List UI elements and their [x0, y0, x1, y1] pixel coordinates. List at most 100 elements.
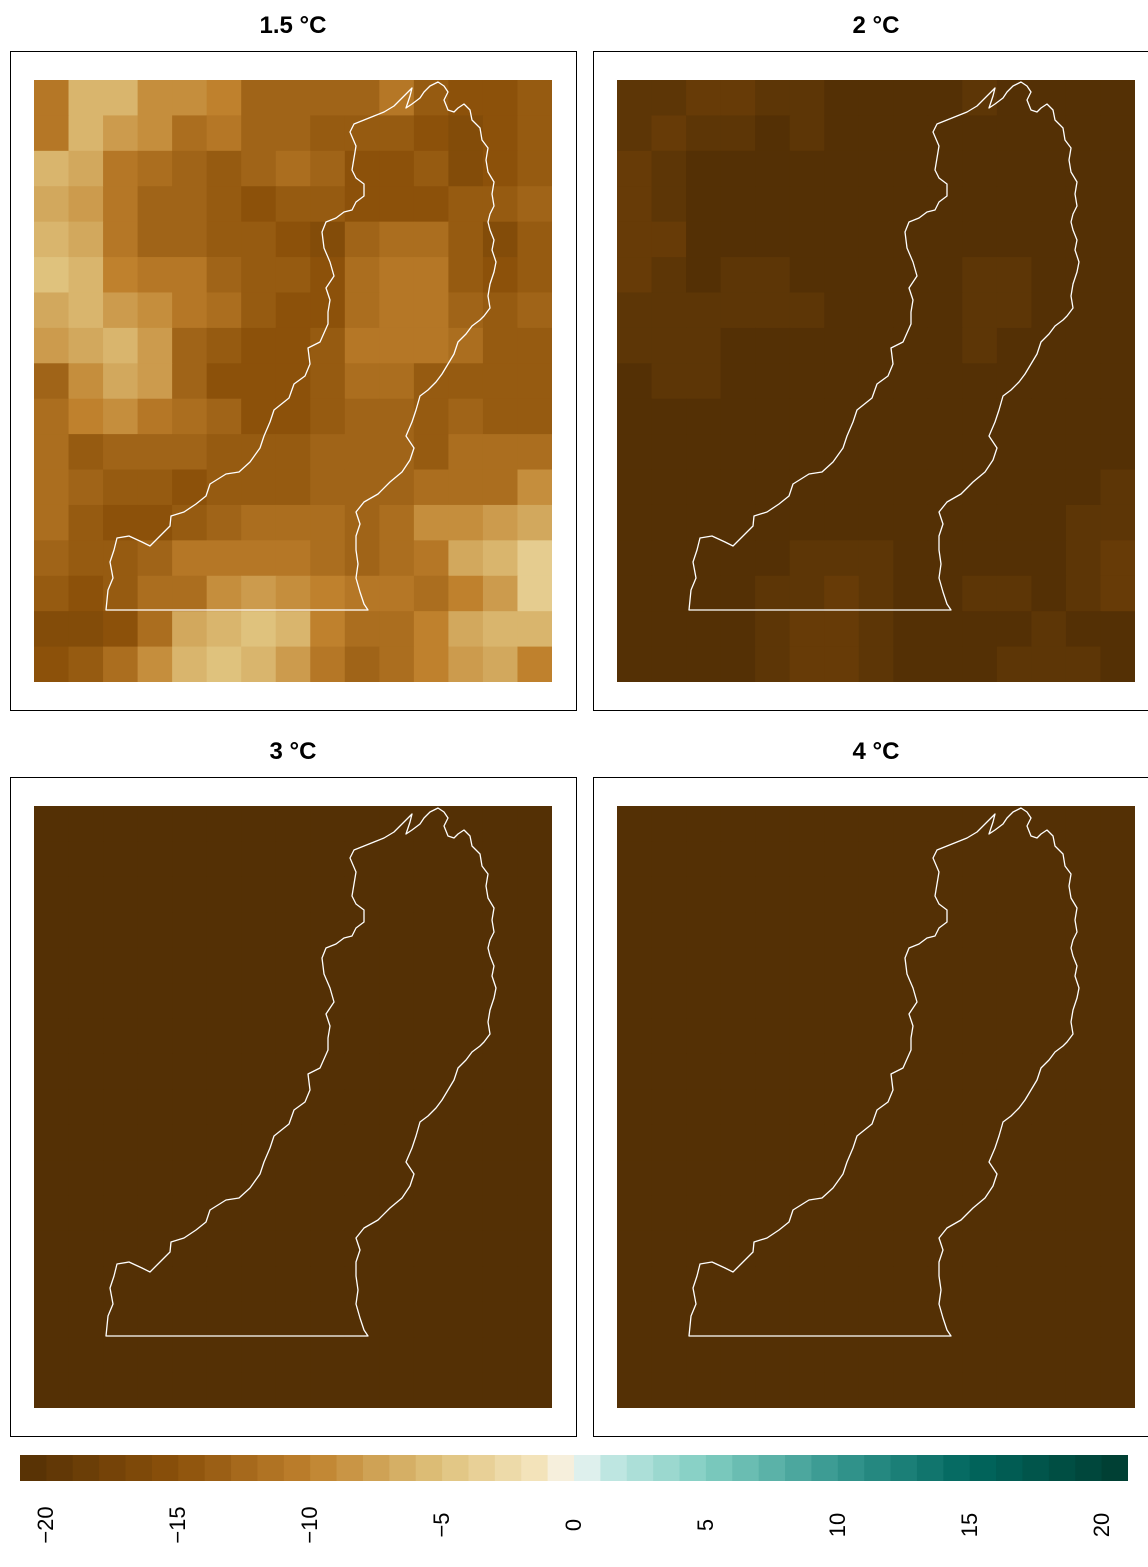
heatmap-cell	[172, 1230, 208, 1267]
heatmap-cell	[996, 611, 1032, 648]
heatmap-cell	[1031, 841, 1067, 878]
heatmap-cell	[996, 841, 1032, 878]
heatmap-cell	[448, 841, 484, 878]
heatmap-cell	[617, 876, 653, 913]
heatmap-cell	[448, 1230, 484, 1267]
heatmap-cell	[1100, 1053, 1135, 1090]
heatmap-cell	[824, 80, 860, 117]
heatmap-cell	[241, 1124, 277, 1161]
heatmap-cell	[720, 1124, 756, 1161]
heatmap-cell	[482, 1266, 519, 1303]
colorbar-bin	[653, 1455, 681, 1481]
heatmap-cell	[858, 841, 894, 878]
heatmap-cell	[344, 983, 380, 1020]
heatmap-cell	[517, 363, 552, 400]
heatmap-cell	[1065, 947, 1102, 984]
heatmap-cell	[103, 575, 139, 612]
heatmap-cell	[617, 221, 653, 258]
heatmap-cell	[1031, 611, 1067, 648]
heatmap-cell	[413, 1337, 449, 1374]
heatmap-cell	[172, 221, 208, 258]
heatmap-cell	[103, 646, 139, 682]
heatmap-cell	[720, 292, 756, 329]
heatmap-cell	[172, 876, 208, 913]
heatmap-cell	[617, 1230, 653, 1267]
heatmap-cell	[344, 575, 380, 612]
heatmap-cell	[858, 469, 894, 506]
heatmap-cell	[686, 150, 722, 187]
heatmap-cell	[448, 186, 484, 223]
heatmap-cell	[275, 257, 311, 294]
heatmap-cell	[755, 1124, 791, 1161]
heatmap-cell	[68, 912, 104, 949]
heatmap-cell	[996, 221, 1032, 258]
heatmap-cell	[962, 575, 998, 612]
heatmap-cell	[379, 257, 415, 294]
heatmap-cell	[858, 363, 894, 400]
heatmap-cell	[1031, 257, 1067, 294]
heatmap-cell	[651, 186, 687, 223]
heatmap-cell	[344, 504, 380, 541]
heatmap-cell	[137, 80, 173, 117]
heatmap-cell	[68, 1301, 104, 1338]
heatmap-cell	[482, 912, 519, 949]
heatmap-cell	[68, 257, 104, 294]
heatmap-cell	[858, 1195, 894, 1232]
heatmap-cell	[344, 1337, 380, 1374]
heatmap-cell	[962, 983, 998, 1020]
heatmap-cell	[755, 186, 791, 223]
heatmap-cell	[962, 1089, 998, 1126]
colorbar-bin	[969, 1455, 997, 1481]
heatmap-cell	[517, 292, 552, 329]
heatmap-cell	[789, 398, 825, 435]
colorbar-tick-label: 20	[1088, 1512, 1114, 1538]
heatmap-cell	[379, 1160, 415, 1197]
heatmap-cell	[1031, 947, 1067, 984]
heatmap-cell	[720, 1230, 756, 1267]
heatmap-cell	[651, 841, 687, 878]
heatmap-cell	[34, 540, 70, 577]
heatmap-cell	[1031, 292, 1067, 329]
heatmap-cell	[275, 80, 311, 117]
heatmap-cell	[482, 434, 519, 471]
heatmap-cell	[617, 186, 653, 223]
heatmap-cell	[448, 983, 484, 1020]
heatmap-cell	[617, 80, 653, 117]
heatmap-cell	[482, 806, 519, 843]
heatmap-cell	[824, 947, 860, 984]
heatmap-cell	[1065, 115, 1102, 152]
heatmap-cell	[927, 876, 963, 913]
heatmap-cell	[137, 257, 173, 294]
heatmap-cell	[482, 257, 519, 294]
heatmap-cell	[34, 1372, 70, 1408]
heatmap-cell	[206, 1301, 242, 1338]
heatmap-cell	[68, 150, 104, 187]
heatmap-cell	[858, 1230, 894, 1267]
heatmap-cell	[1100, 1230, 1135, 1267]
heatmap-cell	[996, 363, 1032, 400]
heatmap-cell	[1031, 1018, 1067, 1055]
heatmap-cell	[34, 327, 70, 364]
heatmap-cell	[448, 257, 484, 294]
heatmap-cell	[824, 1266, 860, 1303]
colorbar-bin	[705, 1455, 733, 1481]
heatmap-cell	[172, 1089, 208, 1126]
heatmap-cell	[310, 947, 346, 984]
heatmap-cell	[1100, 363, 1135, 400]
heatmap-cell	[927, 1266, 963, 1303]
heatmap-cell	[755, 1160, 791, 1197]
heatmap-cell	[206, 876, 242, 913]
heatmap-cell	[517, 186, 552, 223]
heatmap-cell	[103, 327, 139, 364]
heatmap-cell	[617, 1160, 653, 1197]
heatmap-cell	[34, 398, 70, 435]
heatmap-cell	[275, 1018, 311, 1055]
heatmap-cell	[927, 1337, 963, 1374]
heatmap-cell	[1031, 1195, 1067, 1232]
heatmap-cell	[103, 292, 139, 329]
heatmap-cell	[413, 1124, 449, 1161]
heatmap-cell	[517, 504, 552, 541]
heatmap-cell	[686, 841, 722, 878]
heatmap-cell	[448, 1160, 484, 1197]
heatmap-cell	[275, 327, 311, 364]
